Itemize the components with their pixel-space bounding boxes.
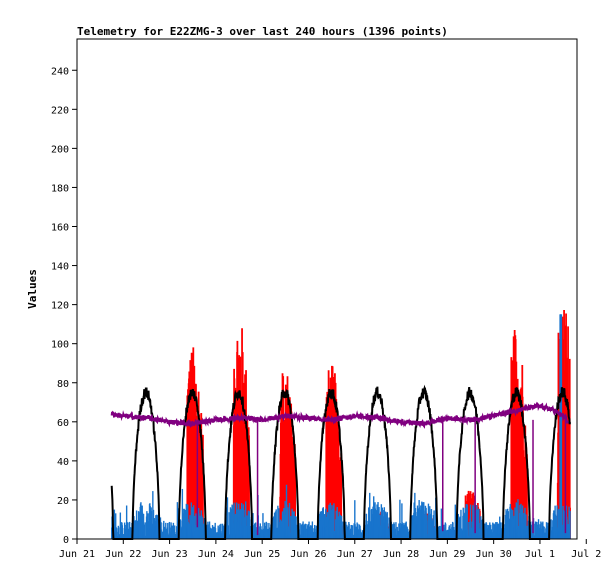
x-axis-tick-label: Jun 25 xyxy=(244,549,280,560)
y-axis-tick-label: 200 xyxy=(51,144,69,155)
x-axis-tick-label: Jun 24 xyxy=(198,549,234,560)
plot-frame xyxy=(76,38,578,540)
y-axis-label: Values xyxy=(26,269,39,309)
chart-axes: 0 20 40 60 80 100 120 140 160 180 200 220 240 Jun 21 J… xyxy=(51,66,601,560)
y-axis-tick-label: 140 xyxy=(51,262,69,273)
y-axis-tick-label: 180 xyxy=(51,183,69,194)
x-axis-tick-label: Jun 26 xyxy=(290,549,326,560)
y-axis-tick-label: 160 xyxy=(51,223,69,234)
x-axis-tick-label: Jun 27 xyxy=(337,549,373,560)
chart-marks xyxy=(110,310,571,540)
y-axis-tick-label: 20 xyxy=(57,496,69,507)
x-axis-tick-label: Jun 29 xyxy=(429,549,465,560)
x-axis-tick-label: Jul 1 xyxy=(525,549,555,560)
x-axis-tick-label: Jul 2 xyxy=(571,549,601,560)
purple-series-line xyxy=(110,401,569,429)
x-axis-tick-label: Jun 22 xyxy=(105,549,141,560)
x-axis-tick-label: Jun 30 xyxy=(476,549,512,560)
y-axis-tick-label: 240 xyxy=(51,66,69,77)
y-axis-tick-label: 120 xyxy=(51,301,69,312)
y-axis-tick-label: 0 xyxy=(63,535,69,546)
y-axis-tick-label: 40 xyxy=(57,457,69,468)
y-axis-tick-label: 100 xyxy=(51,340,69,351)
x-axis-tick-label: Jun 21 xyxy=(59,549,95,560)
chart-title: Telemetry for E22ZMG-3 over last 240 hou… xyxy=(77,25,448,38)
x-axis-tick-label: Jun 23 xyxy=(152,549,188,560)
y-axis-tick-label: 60 xyxy=(57,418,69,429)
y-axis-tick-label: 220 xyxy=(51,105,69,116)
x-axis-tick-label: Jun 28 xyxy=(383,549,419,560)
y-axis-tick-label: 80 xyxy=(57,379,69,390)
